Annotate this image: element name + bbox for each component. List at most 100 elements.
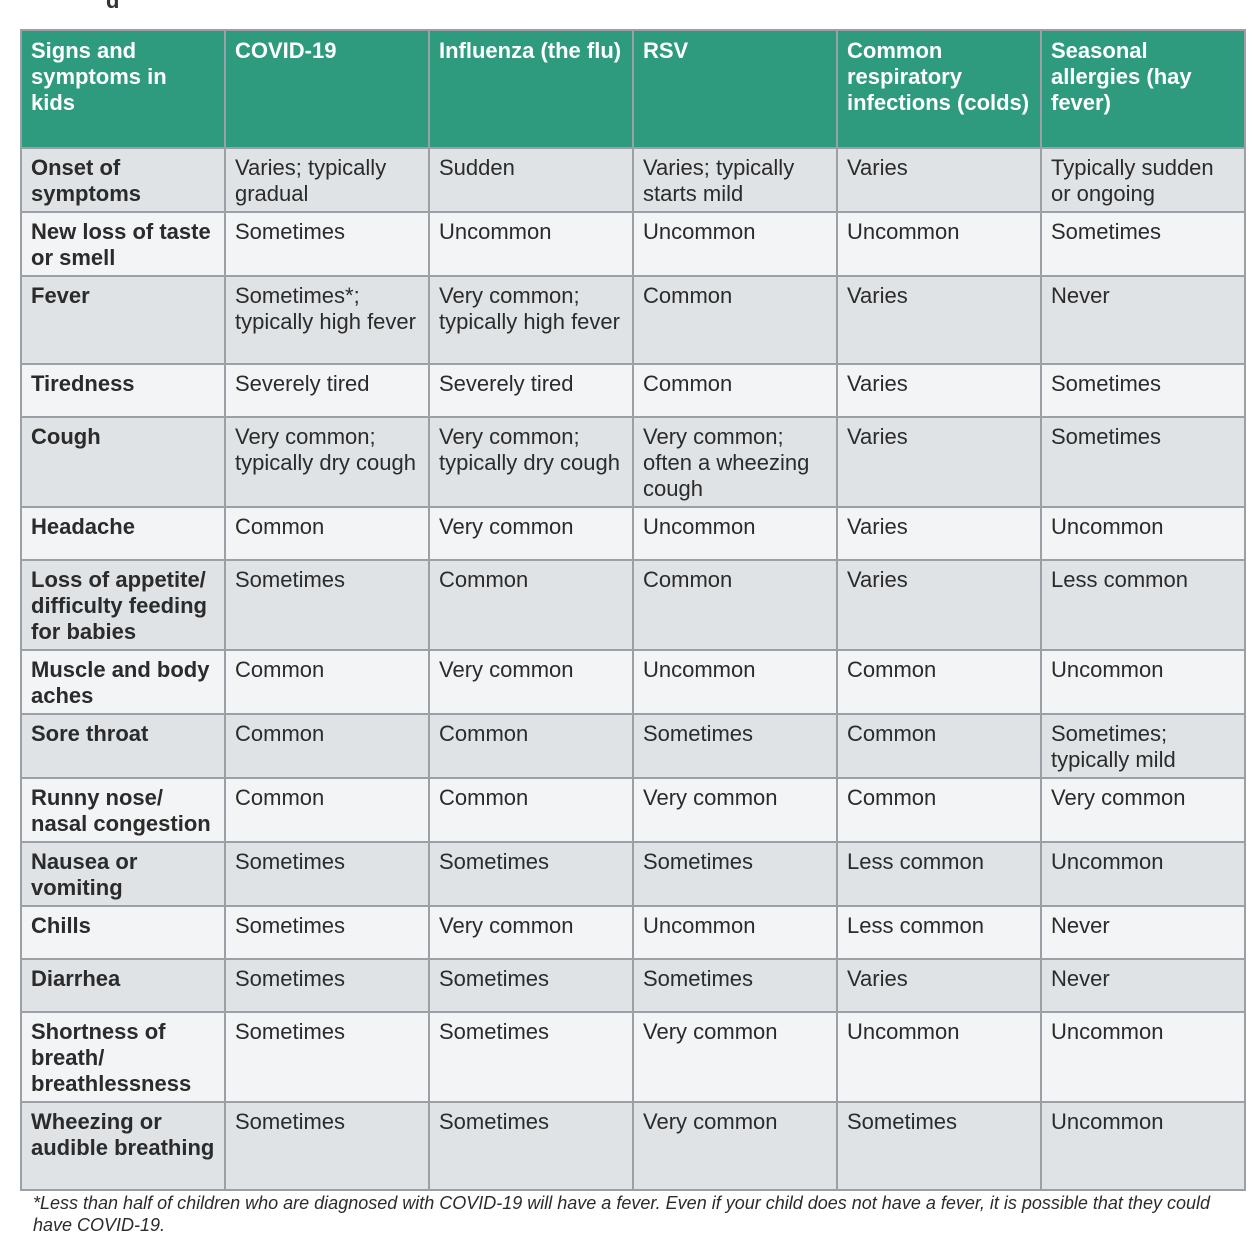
table-cell: Common <box>224 506 430 561</box>
row-header-cell: Tiredness <box>20 363 226 418</box>
table-cell: Common <box>428 559 634 651</box>
table-row: Shortness of breath/ breathlessness Some… <box>20 1011 1246 1103</box>
table-cell: Sometimes <box>224 1011 430 1103</box>
table-cell: Less common <box>1040 559 1246 651</box>
table-cell: Common <box>836 649 1042 715</box>
table-cell: Never <box>1040 958 1246 1013</box>
table-cell: Sometimes <box>224 1101 430 1191</box>
table-cell: Uncommon <box>836 211 1042 277</box>
table-cell: Common <box>224 713 430 779</box>
table-cell: Uncommon <box>1040 506 1246 561</box>
row-header-cell: Nausea or vomiting <box>20 841 226 907</box>
row-header-cell: Shortness of breath/ breathlessness <box>20 1011 226 1103</box>
row-header-cell: Muscle and body aches <box>20 649 226 715</box>
table-cell: Less common <box>836 841 1042 907</box>
table-cell: Never <box>1040 275 1246 365</box>
table-cell: Common <box>836 713 1042 779</box>
table-cell: Varies <box>836 506 1042 561</box>
table-row: Loss of appetite/ difficulty feeding for… <box>20 559 1246 651</box>
table-cell: Varies <box>836 559 1042 651</box>
table-row: Sore throat Common Common Sometimes Comm… <box>20 713 1246 779</box>
table-cell: Common <box>632 559 838 651</box>
table-cell: Very common <box>428 905 634 960</box>
table-cell: Very common <box>428 506 634 561</box>
table-cell: Sometimes <box>428 1011 634 1103</box>
table-cell: Very common; typically high fever <box>428 275 634 365</box>
table-cell: Sometimes <box>224 905 430 960</box>
covid-fever-footnote: *Less than half of children who are diag… <box>33 1193 1210 1235</box>
table-cell: Uncommon <box>1040 841 1246 907</box>
table-cell: Very common <box>632 1101 838 1191</box>
table-row: Diarrhea Sometimes Sometimes Sometimes V… <box>20 958 1246 1013</box>
table-cell: Varies; typically gradual <box>224 147 430 213</box>
table-row: Nausea or vomiting Sometimes Sometimes S… <box>20 841 1246 907</box>
table-cell: Very common; typically dry cough <box>428 416 634 508</box>
table-cell: Very common; typically dry cough <box>224 416 430 508</box>
table-cell: Uncommon <box>632 649 838 715</box>
table-cell: Sometimes <box>1040 211 1246 277</box>
table-cell: Sometimes <box>632 841 838 907</box>
row-header-cell: Onset of symptoms <box>20 147 226 213</box>
table-cell: Sometimes <box>836 1101 1042 1191</box>
table-cell: Varies <box>836 363 1042 418</box>
table-cell: Very common <box>632 1011 838 1103</box>
table-cell: Uncommon <box>1040 1011 1246 1103</box>
table-cell: Sometimes <box>224 841 430 907</box>
table-cell: Sometimes; typically mild <box>1040 713 1246 779</box>
table-header: Signs and symptoms in kids COVID-19 Infl… <box>20 29 1246 149</box>
table-cell: Sometimes <box>224 958 430 1013</box>
table-cell: Sudden <box>428 147 634 213</box>
table-cell: Varies <box>836 147 1042 213</box>
table-cell: Sometimes <box>428 1101 634 1191</box>
table-row: Chills Sometimes Very common Uncommon Le… <box>20 905 1246 960</box>
header-cell-allergies: Seasonal allergies (hay fever) <box>1040 29 1246 149</box>
table-cell: Uncommon <box>1040 1101 1246 1191</box>
table-cell: Varies <box>836 416 1042 508</box>
table-cell: Uncommon <box>632 905 838 960</box>
row-header-cell: Runny nose/ nasal congestion <box>20 777 226 843</box>
table-cell: Sometimes <box>224 559 430 651</box>
table-cell: Sometimes <box>1040 416 1246 508</box>
table-cell: Varies <box>836 958 1042 1013</box>
table-cell: Typically sudden or ongoing <box>1040 147 1246 213</box>
table-cell: Very common <box>632 777 838 843</box>
row-header-cell: Diarrhea <box>20 958 226 1013</box>
table-cell: Uncommon <box>632 211 838 277</box>
table-cell: Very common <box>428 649 634 715</box>
table-cell: Very common <box>1040 777 1246 843</box>
table-cell: Varies <box>836 275 1042 365</box>
table-row: Headache Common Very common Uncommon Var… <box>20 506 1246 561</box>
table-cell: Severely tired <box>224 363 430 418</box>
table-cell: Uncommon <box>1040 649 1246 715</box>
table-row: Runny nose/ nasal congestion Common Comm… <box>20 777 1246 843</box>
table-cell: Less common <box>836 905 1042 960</box>
table-cell: Sometimes <box>428 841 634 907</box>
table-cell: Sometimes <box>428 958 634 1013</box>
table-body: Onset of symptoms Varies; typically grad… <box>20 147 1246 1191</box>
header-cell-symptoms: Signs and symptoms in kids <box>20 29 226 149</box>
row-header-cell: Sore throat <box>20 713 226 779</box>
table-cell: Common <box>224 777 430 843</box>
table-cell: Severely tired <box>428 363 634 418</box>
row-header-cell: Fever <box>20 275 226 365</box>
row-header-cell: Chills <box>20 905 226 960</box>
table-cell: Common <box>836 777 1042 843</box>
table-cell: Sometimes*; typically high fever <box>224 275 430 365</box>
table-row: Cough Very common; typically dry cough V… <box>20 416 1246 508</box>
header-cell-colds: Common respiratory infections (colds) <box>836 29 1042 149</box>
table-cell: Common <box>632 275 838 365</box>
row-header-cell: Wheezing or audible breathing <box>20 1101 226 1191</box>
table-row: Onset of symptoms Varies; typically grad… <box>20 147 1246 213</box>
header-cell-rsv: RSV <box>632 29 838 149</box>
row-header-cell: Cough <box>20 416 226 508</box>
table-row: Muscle and body aches Common Very common… <box>20 649 1246 715</box>
table-row: Wheezing or audible breathing Sometimes … <box>20 1101 1246 1191</box>
header-row: Signs and symptoms in kids COVID-19 Infl… <box>20 29 1246 149</box>
table-cell: Common <box>428 777 634 843</box>
table-cell: Sometimes <box>632 713 838 779</box>
row-header-cell: New loss of taste or smell <box>20 211 226 277</box>
table-cell: Common <box>632 363 838 418</box>
row-header-cell: Headache <box>20 506 226 561</box>
header-cell-influenza: Influenza (the flu) <box>428 29 634 149</box>
table-cell: Varies; typically starts mild <box>632 147 838 213</box>
